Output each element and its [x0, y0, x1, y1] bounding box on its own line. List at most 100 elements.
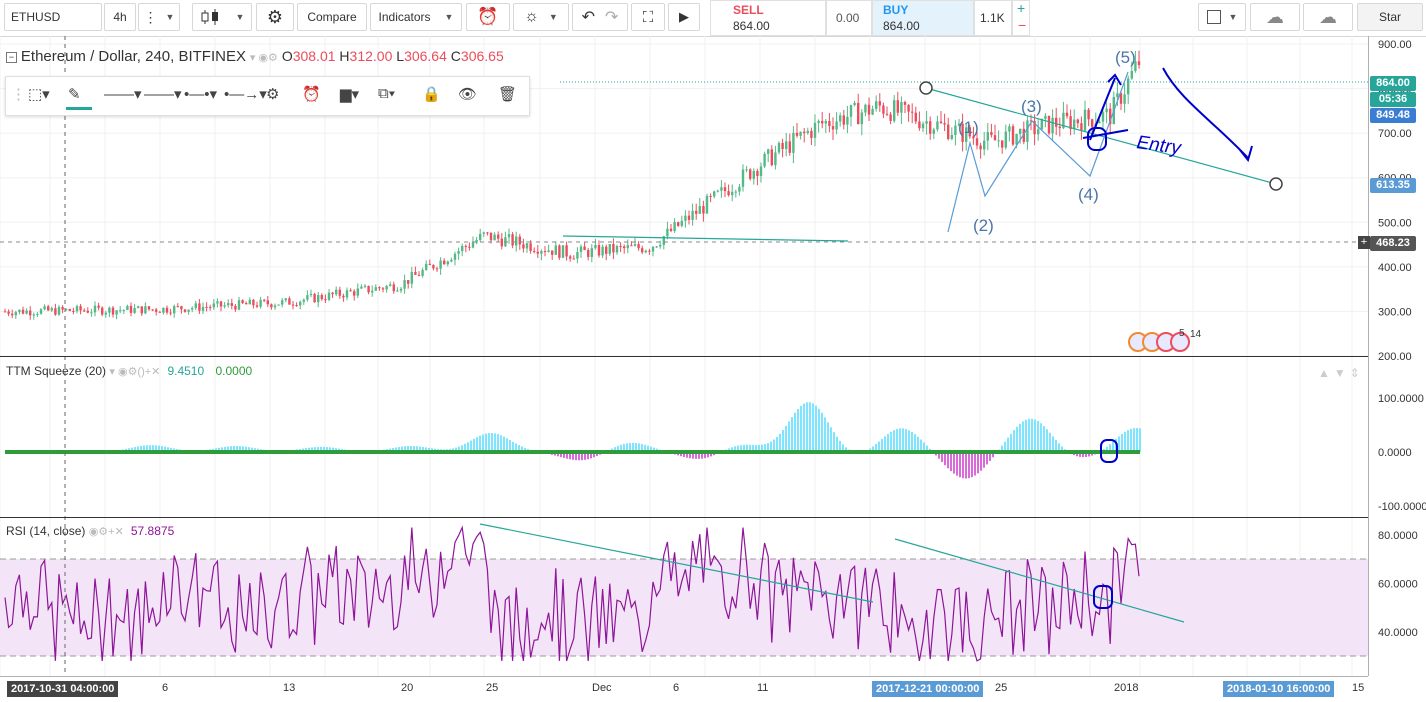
collapse-icon[interactable]: −: [6, 52, 17, 63]
candle-body: [270, 304, 272, 307]
gear-icon[interactable]: ⚙: [266, 85, 279, 103]
rsi-tick-label: 40.0000: [1378, 627, 1418, 639]
pane-divider-1[interactable]: [0, 356, 1368, 357]
candle-body: [727, 191, 729, 195]
candle-body: [108, 308, 110, 313]
candle-body: [310, 294, 312, 295]
rsi-tick-label: 80.0000: [1378, 530, 1418, 542]
candle-body: [717, 191, 719, 192]
squeeze-bar: [947, 452, 949, 468]
candle-body: [83, 310, 85, 311]
squeeze-bar: [479, 436, 481, 452]
pane-controls[interactable]: ▲▼⇕: [1318, 366, 1364, 380]
candle-body: [994, 135, 996, 140]
candle-body: [72, 311, 74, 312]
pane-divider-2[interactable]: [0, 517, 1368, 518]
candle-body: [1037, 129, 1039, 134]
candle-body: [709, 196, 711, 197]
candle-body: [61, 307, 63, 310]
line-start-icon[interactable]: •—•▾: [184, 85, 217, 103]
trash-icon[interactable]: 🗑: [498, 85, 517, 103]
pencil-icon[interactable]: ✎: [68, 85, 81, 103]
select-tool-icon[interactable]: ⬚▾: [28, 85, 50, 103]
candle-body: [630, 245, 632, 246]
candle-body: [1001, 140, 1003, 147]
candle-body: [587, 250, 589, 257]
lock-icon[interactable]: 🔒: [422, 85, 441, 103]
candle-body: [699, 206, 701, 214]
candle-body: [321, 295, 323, 299]
trendline-handle: [920, 82, 932, 94]
candle-body: [1077, 120, 1079, 124]
candle-body: [591, 248, 593, 257]
candle-body: [213, 304, 215, 308]
color-bar: [66, 107, 92, 110]
candle-body: [670, 229, 672, 231]
candle-body: [576, 252, 578, 259]
candle-body: [702, 206, 704, 213]
candle-body: [904, 102, 906, 105]
squeeze-bar: [812, 403, 814, 452]
candle-body: [677, 222, 679, 226]
squeeze-bar: [788, 422, 790, 452]
price-tick-label: 700.00: [1378, 128, 1412, 140]
alert-icon[interactable]: ⏰: [302, 85, 321, 103]
candle-body: [659, 245, 661, 246]
squeeze-bar: [779, 434, 781, 452]
candle-body: [148, 306, 150, 309]
candle-body: [137, 306, 139, 308]
candle-body: [133, 308, 135, 313]
rsi-options-icon[interactable]: ◉⚙+✕: [89, 526, 127, 538]
squeeze-bar: [959, 452, 961, 477]
candle-body: [493, 235, 495, 241]
squeeze-bar: [1121, 434, 1123, 452]
wave-label: (4): [1078, 185, 1099, 204]
candle-body: [1044, 116, 1046, 119]
candle-body: [162, 308, 164, 313]
ttm-options-icon[interactable]: ▾ ◉⚙()+✕: [109, 366, 163, 378]
candle-body: [529, 243, 531, 251]
squeeze-bar: [983, 452, 985, 468]
eye-icon[interactable]: 👁: [458, 85, 477, 103]
line-end-icon[interactable]: •—→▾: [224, 85, 267, 103]
template-icon[interactable]: ▆▾: [340, 85, 359, 103]
squeeze-bar: [1028, 419, 1030, 452]
candle-body: [468, 247, 470, 248]
line-width-icon[interactable]: ——▾: [144, 85, 182, 103]
squeeze-bar: [1040, 423, 1042, 452]
ttm-name: TTM Squeeze (20): [6, 364, 106, 378]
candle-body: [209, 307, 211, 308]
ttm-tick-label: -100.0000: [1378, 501, 1426, 513]
squeeze-bar: [1124, 432, 1126, 452]
candle-body: [234, 306, 236, 310]
candle-body: [187, 310, 189, 312]
x-tick-label: 6: [673, 682, 679, 694]
candle-body: [94, 306, 96, 313]
candle-body: [328, 293, 330, 300]
candle-body: [144, 306, 146, 313]
add-alert-icon[interactable]: +: [1358, 236, 1370, 249]
trendline-handle: [1270, 178, 1282, 190]
line-style-icon[interactable]: ——▾: [104, 85, 142, 103]
candle-body: [796, 133, 798, 136]
candle-body: [40, 309, 42, 314]
candle-body: [929, 121, 931, 134]
candle-body: [1116, 93, 1118, 97]
clone-icon[interactable]: ⧉▾: [378, 85, 395, 102]
candle-body: [1073, 120, 1075, 130]
candle-body: [400, 289, 402, 291]
drag-handle-icon[interactable]: ⋮: [11, 85, 26, 103]
candle-body: [299, 302, 301, 306]
candle-body: [403, 280, 405, 289]
candle-body: [547, 250, 549, 251]
candle-body: [558, 246, 560, 258]
candle-body: [601, 247, 603, 256]
time-axis[interactable]: 2017-10-31 04:00:00 2017-12-21 00:00:00 …: [0, 676, 1368, 702]
economic-events-badge[interactable]: 5 14: [1128, 328, 1200, 354]
candle-body: [292, 305, 294, 306]
candle-body: [353, 291, 355, 295]
legend-options-icon[interactable]: ▾ ◉⚙: [250, 52, 278, 64]
open-label: O: [282, 48, 293, 64]
candle-body: [450, 260, 452, 262]
entry-label: Entry: [1135, 132, 1183, 159]
